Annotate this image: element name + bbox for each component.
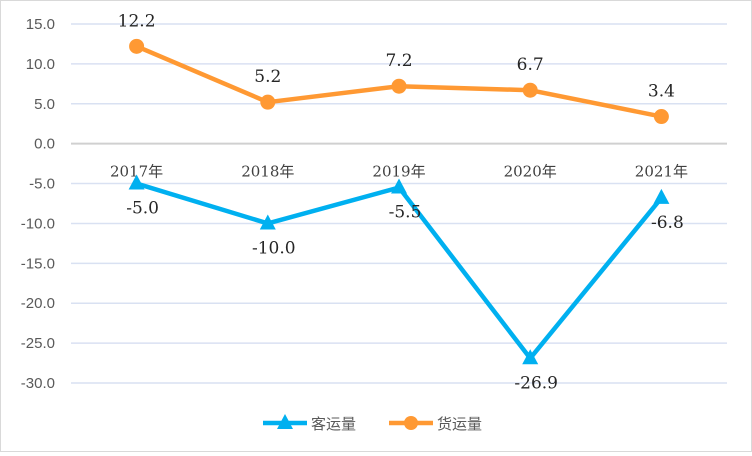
data-point [260,94,276,110]
data-point [128,174,145,190]
legend-circle-icon [404,416,418,430]
legend-label: 货运量 [437,415,482,433]
y-tick-label: -25.0 [21,335,55,352]
data-label: -26.9 [514,373,558,393]
legend-triangle-icon [277,414,293,429]
x-tick-label: 2018年 [241,163,294,181]
y-tick-label: 15.0 [26,16,55,33]
data-point [653,109,669,125]
data-point [391,78,407,94]
data-label: -6.8 [651,213,684,233]
data-label: 7.2 [385,51,412,71]
data-point [653,188,670,204]
legend-label: 客运量 [311,415,356,433]
data-point [259,214,276,230]
y-tick-label: -20.0 [21,295,55,312]
data-label: 3.4 [648,82,675,102]
y-tick-label: -10.0 [21,215,55,232]
data-label: 12.2 [118,11,156,31]
x-tick-label: 2019年 [372,163,425,181]
data-point [522,82,538,98]
data-label: 6.7 [517,55,544,75]
x-tick-label: 2020年 [504,163,557,181]
x-tick-label: 2021年 [635,163,688,181]
y-tick-label: -30.0 [21,375,55,392]
y-tick-label: -15.0 [21,255,55,272]
y-tick-label: 5.0 [34,96,55,113]
data-point [522,349,539,365]
data-point [129,38,145,54]
data-label: -5.5 [389,203,422,223]
data-label: -5.0 [126,199,159,219]
data-point [391,178,407,194]
x-tick-label: 2017年 [110,163,163,181]
y-tick-label: 0.0 [34,136,55,153]
data-label: -10.0 [252,238,296,258]
y-tick-label: -5.0 [29,176,55,193]
y-tick-label: 10.0 [26,56,55,73]
data-label: 5.2 [254,67,281,87]
